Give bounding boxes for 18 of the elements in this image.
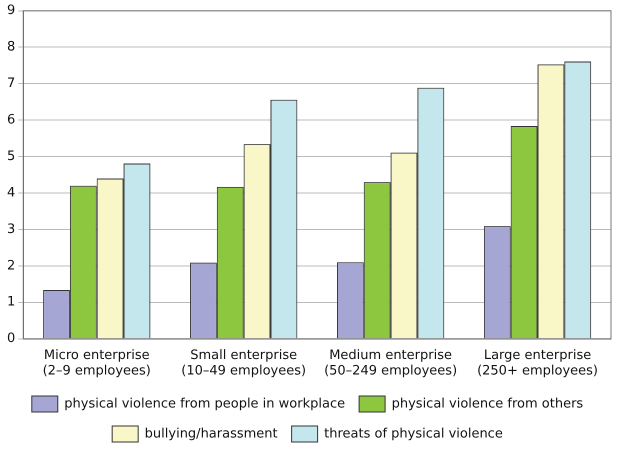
y-tick-label: 7 — [6, 76, 16, 92]
y-tick-label: 1 — [6, 294, 16, 310]
legend-label: threats of physical violence — [324, 426, 503, 442]
y-tick-label: 0 — [6, 331, 16, 346]
legend-label: bullying/harassment — [144, 426, 278, 442]
legend-label: physical violence from people in workplace — [64, 396, 346, 412]
y-tick-label: 6 — [6, 112, 16, 128]
y-tick-label: 4 — [6, 185, 16, 200]
x-tick-label: Large enterprise (250+ employees) — [477, 348, 598, 379]
y-tick-label: 2 — [6, 258, 16, 274]
x-tick-label: Medium enterprise (50–249 employees) — [324, 348, 458, 379]
y-tick-label: 3 — [6, 222, 16, 237]
y-tick-label: 5 — [6, 148, 16, 164]
y-tick-label: 9 — [6, 3, 16, 18]
x-tick-label: Small enterprise (10–49 employees) — [181, 348, 306, 379]
x-tick-label: Micro enterprise (2–9 employees) — [42, 348, 151, 379]
y-tick-label: 8 — [6, 40, 16, 55]
legend-label: physical violence from others — [392, 396, 584, 412]
